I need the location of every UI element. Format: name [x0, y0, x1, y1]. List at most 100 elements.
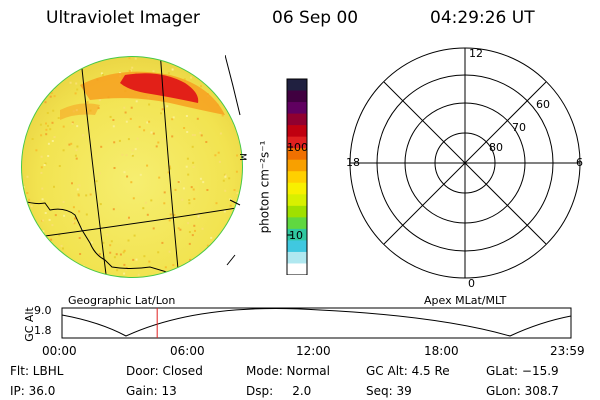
speckle-pixel — [110, 240, 113, 243]
speckle-pixel — [152, 132, 155, 135]
colorbar-tick-10: 10 — [289, 229, 303, 242]
speckle-pixel — [189, 263, 192, 265]
speckle-pixel — [209, 269, 212, 272]
speckle-pixel — [42, 251, 45, 254]
colorbar-band — [287, 194, 307, 207]
speckle-pixel — [193, 197, 196, 200]
speckle-pixel — [166, 105, 169, 108]
speckle-pixel — [189, 258, 192, 261]
speckle-pixel — [89, 193, 92, 196]
speckle-pixel — [49, 95, 52, 98]
speckle-pixel — [219, 132, 222, 135]
timeline-right-caption: Apex MLat/MLT — [424, 294, 507, 307]
info-door: Door: Closed — [126, 364, 203, 378]
speckle-pixel — [138, 125, 141, 128]
speckle-pixel — [71, 122, 74, 125]
speckle-pixel — [31, 138, 34, 140]
speckle-pixel — [97, 107, 100, 110]
speckle-pixel — [36, 57, 39, 59]
speckle-pixel — [43, 69, 46, 72]
speckle-pixel — [50, 92, 53, 94]
speckle-pixel — [28, 198, 31, 201]
speckle-pixel — [229, 198, 232, 201]
speckle-pixel — [128, 69, 131, 72]
speckle-pixel — [211, 62, 214, 64]
altitude-timeline — [61, 307, 572, 339]
colorbar-band — [287, 240, 307, 253]
speckle-pixel — [188, 202, 191, 205]
speckle-pixel — [182, 187, 185, 190]
speckle-pixel — [25, 242, 28, 244]
speckle-pixel — [168, 250, 171, 253]
speckle-pixel — [86, 101, 89, 104]
speckle-pixel — [24, 96, 27, 99]
speckle-pixel — [155, 145, 158, 148]
colorbar — [286, 78, 308, 275]
speckle-pixel — [26, 102, 28, 105]
map-letter: M — [236, 153, 247, 161]
speckle-pixel — [38, 68, 41, 71]
info-filter: Flt: LBHL — [10, 364, 64, 378]
speckle-pixel — [70, 142, 73, 145]
speckle-pixel — [26, 175, 29, 178]
colorbar-band — [287, 182, 307, 195]
speckle-pixel — [102, 241, 105, 244]
speckle-pixel — [76, 145, 79, 148]
speckle-pixel — [53, 185, 55, 188]
speckle-pixel — [123, 263, 126, 266]
speckle-pixel — [59, 70, 62, 73]
speckle-pixel — [148, 260, 151, 263]
speckle-pixel — [123, 249, 126, 252]
speckle-pixel — [53, 95, 56, 98]
speckle-pixel — [224, 189, 227, 192]
speckle-pixel — [190, 76, 193, 79]
speckle-pixel — [123, 171, 126, 174]
speckle-pixel — [22, 275, 23, 277]
speckle-pixel — [169, 213, 172, 216]
speckle-pixel — [188, 242, 191, 245]
speckle-pixel — [52, 109, 55, 112]
info-mode: Mode: Normal — [246, 364, 330, 378]
speckle-pixel — [218, 160, 221, 163]
speckle-pixel — [206, 244, 209, 247]
colorbar-band — [287, 113, 307, 126]
map-continuation — [225, 55, 241, 266]
speckle-pixel — [185, 165, 188, 168]
speckle-pixel — [164, 266, 167, 269]
speckle-pixel — [112, 125, 115, 128]
speckle-pixel — [30, 205, 33, 208]
speckle-pixel — [41, 198, 44, 201]
info-gain: Gain: 13 — [126, 384, 177, 398]
colorbar-band — [287, 79, 307, 92]
speckle-pixel — [197, 214, 200, 217]
speckle-pixel — [170, 271, 173, 274]
speckle-pixel — [126, 175, 129, 178]
speckle-pixel — [132, 258, 135, 261]
speckle-pixel — [190, 186, 193, 189]
speckle-pixel — [167, 171, 170, 174]
speckle-pixel — [192, 188, 195, 191]
speckle-pixel — [57, 117, 60, 119]
speckle-pixel — [115, 253, 118, 256]
speckle-pixel — [152, 70, 155, 73]
speckle-pixel — [176, 59, 179, 62]
speckle-pixel — [135, 100, 138, 103]
speckle-pixel — [125, 120, 128, 123]
speckle-pixel — [131, 154, 134, 157]
info-seq: Seq: 39 — [366, 384, 412, 398]
speckle-pixel — [217, 151, 220, 154]
speckle-pixel — [171, 135, 174, 138]
speckle-pixel — [157, 251, 160, 254]
speckle-pixel — [174, 188, 177, 191]
speckle-pixel — [116, 269, 119, 272]
info-glon: GLon: 308.7 — [486, 384, 559, 398]
speckle-pixel — [197, 260, 200, 263]
speckle-pixel — [47, 142, 50, 145]
speckle-pixel — [128, 216, 130, 219]
speckle-pixel — [77, 194, 80, 197]
speckle-pixel — [177, 181, 180, 183]
speckle-pixel — [22, 136, 24, 138]
speckle-pixel — [42, 219, 45, 222]
timeline-xtick-0000: 00:00 — [42, 344, 77, 358]
speckle-pixel — [134, 57, 137, 60]
